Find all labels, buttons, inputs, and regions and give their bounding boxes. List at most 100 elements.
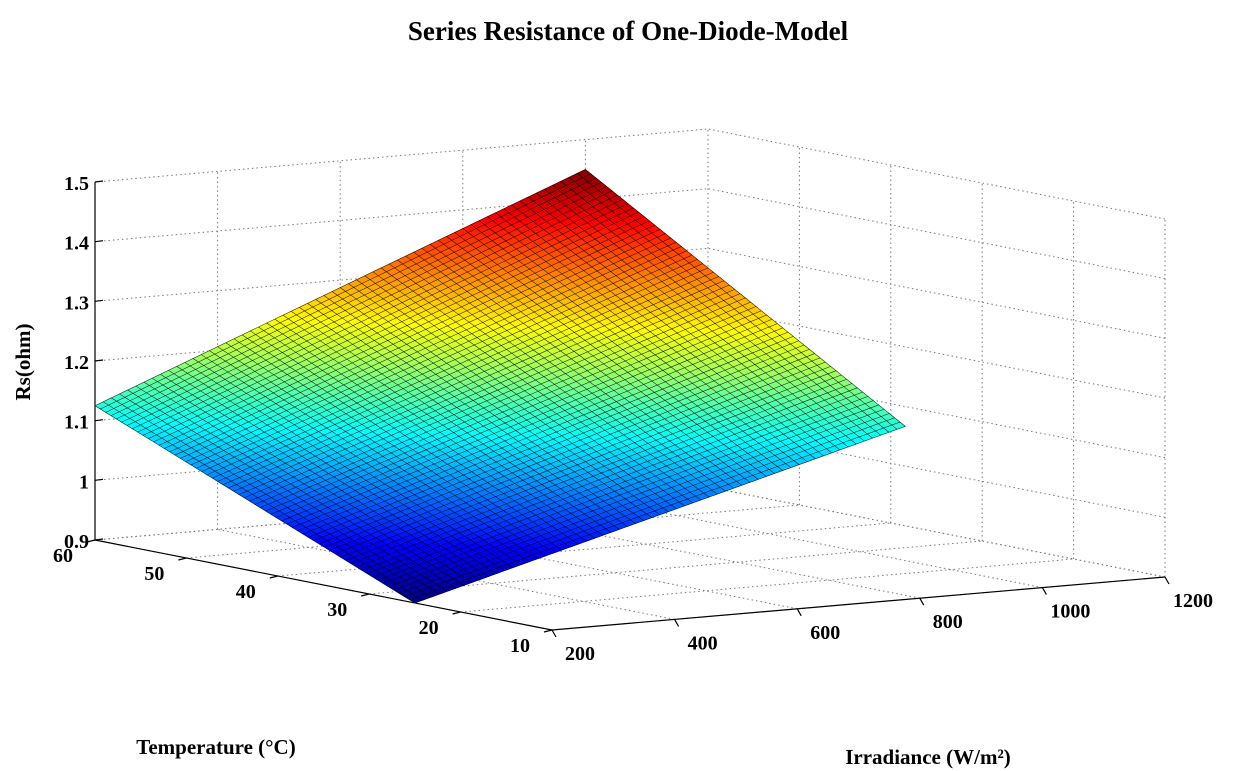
z-tick-mark <box>94 419 104 422</box>
z-tick-label: 1.3 <box>64 292 89 314</box>
surface-mesh-line <box>404 417 895 597</box>
x-tick-mark <box>551 629 557 638</box>
side-wall-gridline <box>707 486 1166 578</box>
y-tick-mark <box>269 575 278 579</box>
x-axis-line <box>551 576 1166 631</box>
surface-mesh-line <box>398 413 890 594</box>
surface-mesh-line <box>340 366 831 558</box>
surface-mesh-line <box>222 271 714 485</box>
surface-mesh-line <box>121 190 613 423</box>
x-axis-label: Irradiance (W/m²) <box>845 745 1011 769</box>
surface-mesh-line <box>292 327 783 528</box>
surface-mesh-line <box>105 177 597 413</box>
surface-mesh-line <box>153 216 645 443</box>
surface-layer <box>94 169 906 604</box>
y-tick-mark <box>452 611 461 615</box>
surface-mesh-line <box>265 306 757 512</box>
surface-mesh-line <box>308 340 799 538</box>
surface-mesh-line <box>324 353 815 548</box>
y-axis-label: Temperature (°C) <box>136 735 295 759</box>
surface-mesh-line <box>350 374 842 564</box>
z-tick-mark <box>94 299 104 302</box>
surface-mesh-line <box>201 254 693 472</box>
surface-mesh-line <box>334 361 826 554</box>
z-tick-mark <box>94 359 104 362</box>
surface-mesh-line <box>190 246 682 466</box>
surface-mesh-line <box>345 370 837 561</box>
surface-mesh-line <box>148 212 639 439</box>
y-tick-mark <box>543 629 553 633</box>
surface-mesh-line <box>212 263 703 479</box>
y-tick-label: 40 <box>236 581 256 603</box>
surface-mesh-line <box>281 319 773 522</box>
y-tick-label: 10 <box>510 635 530 657</box>
surface-mesh-line <box>302 336 794 535</box>
surface-mesh-line <box>356 378 847 568</box>
x-tick-label: 600 <box>810 622 840 644</box>
surface-mesh-line <box>276 314 767 518</box>
y-axis-line <box>94 539 553 631</box>
floor-gridline <box>217 528 675 620</box>
surface-mesh-line <box>206 259 698 476</box>
side-wall-gridline <box>707 128 1166 220</box>
surface-mesh-line <box>174 233 666 456</box>
surface-mesh-line <box>228 276 719 489</box>
x-tick-label: 1000 <box>1050 601 1090 623</box>
z-axis-label: Rs(ohm) <box>11 323 35 400</box>
tick-layer: 200 400 600 800 1000 1200 10 20 30 40 50 600.9 1 1.1 1… <box>53 173 1213 665</box>
y-tick-mark <box>361 593 370 597</box>
back-wall-gridline <box>94 128 709 183</box>
surface-mesh-line <box>297 331 789 531</box>
surface-mesh-line <box>196 250 687 469</box>
surface-mesh-line <box>116 186 607 420</box>
surface-mesh-line <box>377 396 869 581</box>
surface-mesh-line <box>244 289 735 499</box>
z-tick-label: 1.1 <box>64 412 89 434</box>
side-wall-gridline <box>707 247 1166 339</box>
surface-mesh-line <box>126 194 618 426</box>
z-tick-mark <box>94 478 104 481</box>
x-tick-mark <box>919 597 925 606</box>
z-tick-label: 1.4 <box>64 233 89 255</box>
surface-mesh-line <box>94 169 586 406</box>
surface-mesh-line <box>142 207 634 436</box>
y-tick-label: 30 <box>327 599 347 621</box>
floor-gridline <box>707 486 1166 578</box>
z-tick-label: 1.2 <box>64 352 89 374</box>
chart-title: Series Resistance of One-Diode-Model <box>408 16 849 46</box>
x-tick-mark <box>1164 576 1170 585</box>
surface-mesh-line <box>164 224 655 449</box>
z-tick-label: 0.9 <box>64 531 89 553</box>
surface-mesh-line <box>366 387 858 574</box>
x-tick-label: 800 <box>933 611 963 633</box>
surface-mesh-line <box>372 391 863 577</box>
x-tick-mark <box>1041 587 1047 595</box>
surface-mesh-line <box>169 229 661 453</box>
side-wall-gridline <box>707 188 1166 280</box>
x-tick-mark <box>674 619 680 627</box>
surface-mesh-line <box>137 203 629 433</box>
y-tick-mark <box>86 539 96 543</box>
surface-mesh-line <box>318 349 810 545</box>
z-tick-label: 1 <box>79 471 89 493</box>
surface-mesh-line <box>286 323 778 525</box>
z-tick-mark <box>94 240 104 243</box>
surface-mesh-line <box>100 173 591 410</box>
z-tick-mark <box>94 180 104 183</box>
surface-mesh-line <box>238 284 730 495</box>
surface-mesh-line <box>409 421 901 600</box>
surface-mesh-line <box>180 237 671 459</box>
surface-mesh-line <box>270 310 762 515</box>
y-tick-mark <box>178 557 187 561</box>
surface-mesh-line <box>185 241 677 462</box>
x-tick-mark <box>796 608 802 617</box>
surface-mesh-line <box>249 293 741 502</box>
surface-mesh-line <box>313 344 805 541</box>
surface-mesh-line <box>260 301 751 508</box>
z-tick-label: 1.5 <box>64 173 89 195</box>
surface-mesh-line <box>217 267 709 482</box>
surface-mesh-line <box>393 408 885 591</box>
surface-mesh-line <box>110 182 602 416</box>
surface-mesh-line <box>388 404 879 587</box>
y-tick-label: 60 <box>53 545 73 567</box>
